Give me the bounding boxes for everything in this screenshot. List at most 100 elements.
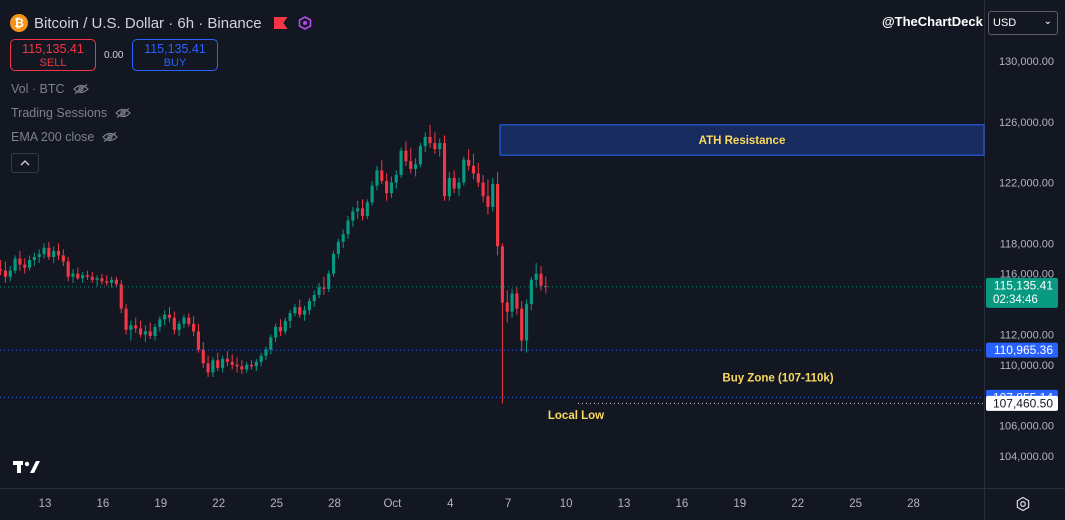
eye-off-icon[interactable] <box>102 132 119 142</box>
candle-body <box>336 241 340 254</box>
hexagon-icon[interactable] <box>298 16 312 30</box>
candle <box>32 252 36 267</box>
candle-body <box>85 275 90 277</box>
gear-icon[interactable] <box>1015 496 1031 512</box>
candle-body <box>61 255 65 262</box>
candle <box>505 290 509 323</box>
candle-body <box>399 150 403 175</box>
candle-body <box>119 284 123 309</box>
countdown-label: 02:34:46 <box>993 294 1038 306</box>
candle-body <box>52 250 56 257</box>
candle <box>95 275 99 286</box>
candle <box>389 176 394 198</box>
candle-body <box>534 273 538 280</box>
candle-body <box>100 278 104 282</box>
candle-body <box>303 310 307 315</box>
candle <box>201 342 205 368</box>
eye-off-icon[interactable] <box>72 84 89 94</box>
candle-body <box>81 275 85 279</box>
chevron-up-icon <box>20 160 30 166</box>
candle-body <box>356 208 360 212</box>
currency-select[interactable]: USD ⌄ <box>988 11 1058 35</box>
candle <box>18 250 22 271</box>
candle <box>510 288 514 318</box>
x-tick-label: 4 <box>447 498 454 510</box>
candle-body <box>515 293 519 309</box>
candle <box>230 354 234 370</box>
buy-button[interactable]: 115,135.41 BUY <box>132 39 218 71</box>
author-handle: @TheChartDeck <box>882 14 983 29</box>
candle <box>240 360 244 374</box>
candle-body <box>370 185 374 203</box>
y-tick-label: 106,000.00 <box>999 421 1054 433</box>
symbol-header[interactable]: ₿ Bitcoin / U.S. Dollar · 6h · Binance <box>10 12 312 34</box>
y-tick-label: 116,000.00 <box>1000 269 1054 281</box>
candle-body <box>476 173 480 183</box>
candle <box>81 272 85 283</box>
indicator-volume[interactable]: Vol · BTC <box>11 82 89 96</box>
candle <box>259 352 263 367</box>
candle-body <box>90 276 94 280</box>
candle <box>365 199 369 219</box>
candle <box>481 174 485 203</box>
time-axis: 13 16 19 22 25 28 Oct 4 7 10 13 16 19 22 25 28 <box>39 498 920 510</box>
x-tick-label: 25 <box>270 498 283 510</box>
candle-body <box>452 177 456 189</box>
candle-body <box>486 196 490 207</box>
candle <box>3 261 8 283</box>
candle <box>529 276 533 311</box>
candle <box>187 313 191 327</box>
ath-resistance-zone <box>499 124 985 156</box>
candle <box>385 173 389 201</box>
indicator-ema[interactable]: EMA 200 close <box>11 130 119 144</box>
flag-icon[interactable] <box>273 17 288 29</box>
candle-body <box>380 170 384 182</box>
candle <box>399 147 403 178</box>
collapse-indicators-button[interactable] <box>11 153 39 173</box>
candle-body <box>520 308 524 341</box>
candle-body <box>206 363 210 373</box>
candle-body <box>3 270 8 277</box>
candle-body <box>42 247 46 254</box>
candle <box>0 260 3 276</box>
candle <box>71 269 75 283</box>
candle-body <box>428 136 432 144</box>
candle <box>163 310 167 326</box>
candle-body <box>544 285 548 287</box>
candle <box>8 266 12 282</box>
candle <box>303 305 307 321</box>
chart-annotations: ATH Resistance Buy Zone (107-110k) Local L… <box>499 124 985 422</box>
indicator-sessions[interactable]: Trading Sessions <box>11 106 131 120</box>
candle <box>341 229 345 248</box>
price-level-badge <box>986 342 1058 358</box>
candle-body <box>105 281 109 283</box>
spread-value: 0.00 <box>104 50 124 61</box>
candle-body <box>293 307 297 314</box>
candle <box>269 334 273 355</box>
candle-body <box>220 358 225 368</box>
candle-body <box>240 366 244 370</box>
sell-button[interactable]: 115,135.41 SELL <box>10 39 96 71</box>
candle-body <box>346 220 350 235</box>
candle-body <box>201 349 205 364</box>
x-tick-label: 25 <box>849 498 862 510</box>
bitcoin-icon: ₿ <box>10 14 28 32</box>
candle <box>322 276 326 295</box>
candle-body <box>529 279 533 305</box>
candle-body <box>409 161 413 169</box>
candle <box>317 282 321 298</box>
candle-body <box>505 302 509 312</box>
candle <box>119 279 123 314</box>
candle-body <box>196 331 201 350</box>
currency-value: USD <box>993 17 1017 29</box>
candle-body <box>264 349 268 356</box>
candle-body <box>404 150 408 162</box>
candle-body <box>114 279 118 285</box>
y-tick-label: 112,000.00 <box>1000 329 1054 341</box>
candle-body <box>182 317 186 324</box>
candle-body <box>129 325 133 330</box>
eye-off-icon[interactable] <box>115 108 131 118</box>
candle <box>114 276 118 288</box>
